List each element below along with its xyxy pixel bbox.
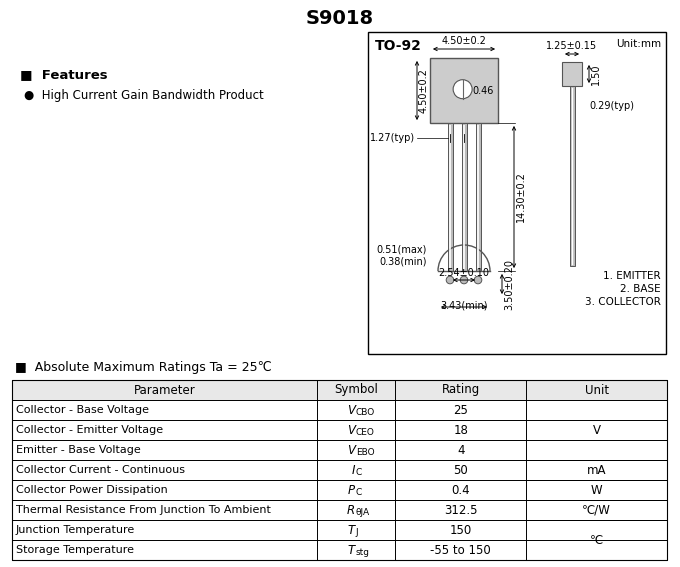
Circle shape	[453, 80, 472, 99]
Text: R: R	[347, 503, 355, 517]
Circle shape	[474, 276, 482, 284]
Text: 1.50: 1.50	[591, 64, 601, 84]
Text: 0.4: 0.4	[452, 484, 470, 497]
Text: 4: 4	[457, 443, 464, 456]
Text: V: V	[347, 424, 355, 437]
Bar	[368, 32, 666, 354]
Text: ℃: ℃	[590, 534, 603, 547]
Text: θJA: θJA	[356, 508, 370, 517]
Text: 2. BASE: 2. BASE	[620, 284, 661, 294]
Circle shape	[460, 276, 468, 284]
Text: CBO: CBO	[356, 408, 375, 417]
Bar	[12, 460, 667, 480]
Bar	[12, 380, 667, 400]
Text: Rating: Rating	[441, 383, 480, 396]
Text: C: C	[356, 488, 362, 497]
Text: Thermal Resistance From Junction To Ambient: Thermal Resistance From Junction To Ambi…	[16, 505, 271, 515]
Bar	[12, 500, 667, 520]
Circle shape	[446, 276, 454, 284]
Text: I: I	[352, 463, 355, 476]
Bar	[12, 380, 667, 560]
Text: Unit:mm: Unit:mm	[616, 39, 661, 49]
Bar	[12, 480, 667, 500]
Text: 1.25±0.15: 1.25±0.15	[547, 41, 598, 51]
Text: 0.46: 0.46	[473, 86, 494, 96]
Text: 0.51(max): 0.51(max)	[377, 244, 427, 254]
Bar	[570, 86, 575, 266]
Text: 18: 18	[454, 424, 468, 437]
Text: 1.27(typ): 1.27(typ)	[370, 133, 415, 143]
Text: EBO: EBO	[356, 448, 375, 457]
Text: -55 to 150: -55 to 150	[430, 544, 491, 556]
Text: TO-92: TO-92	[375, 39, 422, 53]
Text: P: P	[347, 484, 355, 497]
Text: ℃/W: ℃/W	[582, 503, 611, 517]
Text: CEO: CEO	[356, 428, 375, 437]
Bar	[475, 123, 481, 271]
Text: T: T	[347, 544, 355, 556]
Text: ■  Absolute Maximum Ratings Ta = 25℃: ■ Absolute Maximum Ratings Ta = 25℃	[15, 362, 271, 374]
Text: Unit: Unit	[585, 383, 609, 396]
Text: 3.50±0.20: 3.50±0.20	[504, 259, 514, 310]
Text: Storage Temperature: Storage Temperature	[16, 545, 134, 555]
Bar	[12, 540, 667, 560]
Text: V: V	[592, 424, 600, 437]
Text: stg: stg	[356, 548, 370, 557]
Text: T: T	[347, 523, 355, 536]
Text: 3. COLLECTOR: 3. COLLECTOR	[585, 297, 661, 307]
Text: 312.5: 312.5	[444, 503, 477, 517]
Text: 50: 50	[454, 463, 468, 476]
Bar	[12, 420, 667, 440]
Text: 3.43(min): 3.43(min)	[440, 300, 488, 310]
Text: V: V	[347, 443, 355, 456]
Text: S9018: S9018	[306, 9, 374, 28]
Text: Emitter - Base Voltage: Emitter - Base Voltage	[16, 445, 141, 455]
Text: Junction Temperature: Junction Temperature	[16, 525, 135, 535]
Bar	[462, 123, 466, 271]
Text: 0.38(min): 0.38(min)	[379, 256, 427, 266]
Bar	[12, 440, 667, 460]
Text: 2.54±0.10: 2.54±0.10	[439, 268, 490, 278]
Text: Collector Current - Continuous: Collector Current - Continuous	[16, 465, 185, 475]
Text: J: J	[356, 528, 358, 537]
Bar	[12, 520, 667, 540]
Text: Parameter: Parameter	[133, 383, 195, 396]
Text: Collector Power Dissipation: Collector Power Dissipation	[16, 485, 168, 495]
Text: C: C	[356, 468, 362, 477]
Text: ■  Features: ■ Features	[20, 69, 107, 82]
Bar	[12, 400, 667, 420]
Bar	[430, 58, 498, 123]
Text: 150: 150	[449, 523, 472, 536]
Text: ●  High Current Gain Bandwidth Product: ● High Current Gain Bandwidth Product	[24, 90, 264, 103]
Text: W: W	[591, 484, 602, 497]
Text: 14.30±0.2: 14.30±0.2	[516, 172, 526, 222]
Text: 4.50±0.2: 4.50±0.2	[441, 36, 486, 46]
Text: 25: 25	[454, 404, 468, 417]
Text: 1. EMITTER: 1. EMITTER	[603, 271, 661, 281]
Bar	[447, 123, 452, 271]
Text: mA: mA	[587, 463, 607, 476]
Text: Symbol: Symbol	[334, 383, 378, 396]
Text: Collector - Base Voltage: Collector - Base Voltage	[16, 405, 149, 415]
Bar	[562, 62, 582, 86]
Text: V: V	[347, 404, 355, 417]
Text: Collector - Emitter Voltage: Collector - Emitter Voltage	[16, 425, 163, 435]
Text: 0.29(typ): 0.29(typ)	[589, 101, 634, 111]
Text: 4.50±0.2: 4.50±0.2	[419, 68, 429, 113]
